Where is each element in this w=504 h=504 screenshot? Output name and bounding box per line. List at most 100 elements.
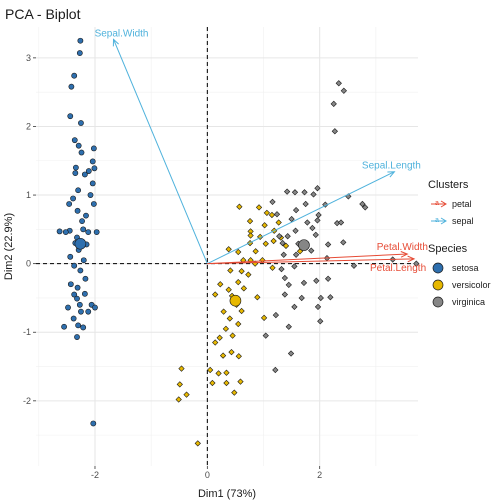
virginica-point <box>278 266 285 273</box>
legend-title: Species <box>428 243 468 255</box>
virginica-point <box>298 294 305 302</box>
setosa-point <box>92 304 98 311</box>
versicolor-point <box>220 308 227 315</box>
setosa-point <box>71 262 78 269</box>
versicolor-point <box>255 204 263 211</box>
legend-label: setosa <box>452 263 479 273</box>
setosa-point <box>71 137 78 144</box>
scatter-points <box>56 37 420 447</box>
versicolor-point <box>245 271 252 278</box>
legend-label: petal <box>452 199 472 209</box>
sepal-length-arrow <box>207 171 395 265</box>
virginica-point <box>313 277 320 284</box>
setosa-point <box>81 171 88 178</box>
versicolor-point <box>269 264 276 271</box>
versicolor-point <box>225 286 232 293</box>
versicolor-point <box>212 339 219 346</box>
virginica-point <box>304 219 311 226</box>
legend-key-letter: a <box>435 217 439 224</box>
virginica-centroid <box>298 239 310 251</box>
virginica-point <box>279 239 286 247</box>
virginica-point <box>340 239 347 246</box>
x-axis-title: Dim1 (73%) <box>198 488 256 500</box>
versicolor-point <box>194 440 201 447</box>
virginica-point <box>327 294 334 301</box>
versicolor-point <box>223 379 230 387</box>
x-tick-label: 2 <box>317 470 322 480</box>
virginica-point <box>331 128 338 135</box>
virginica-point <box>291 189 299 196</box>
versicolor-point <box>260 314 268 321</box>
virginica-point <box>269 198 276 206</box>
setosa-point <box>62 229 69 235</box>
virginica-point <box>302 200 309 208</box>
versicolor-point <box>235 353 242 360</box>
versicolor-point <box>212 291 219 298</box>
sepal-width-label: Sepal.Width <box>95 28 149 39</box>
legend-key-arrowhead <box>440 217 447 225</box>
virginica-point <box>312 231 319 238</box>
setosa-point <box>78 149 85 156</box>
setosa-point <box>71 72 78 79</box>
virginica-point <box>314 185 321 192</box>
versicolor-point <box>207 366 214 374</box>
virginica-point <box>350 262 358 269</box>
setosa-point <box>75 142 82 149</box>
virginica-point <box>291 263 298 270</box>
virginica-point <box>317 294 324 302</box>
virginica-point <box>413 260 420 267</box>
versicolor-point <box>228 349 235 356</box>
virginica-point <box>285 281 292 289</box>
setosa-point <box>90 145 97 152</box>
setosa-point <box>70 195 76 202</box>
setosa-point <box>85 229 92 235</box>
petal-width-arrowhead <box>400 251 409 258</box>
setosa-point <box>81 290 88 297</box>
legend-key-dot <box>432 296 444 308</box>
variable-arrows: Sepal.Width Sepal.Length Petal.Width Petal.… <box>95 28 428 273</box>
setosa-point <box>80 324 87 331</box>
setosa-point <box>87 192 94 198</box>
virginica-point <box>281 274 288 282</box>
versicolor-point <box>225 246 232 253</box>
versicolor-point <box>270 237 277 245</box>
versicolor-point <box>175 396 182 403</box>
versicolor-point <box>231 389 238 396</box>
legend-label: versicolor <box>452 280 491 290</box>
versicolor-point <box>209 379 216 387</box>
virginica-point <box>300 279 308 286</box>
setosa-point <box>76 301 83 308</box>
setosa-point <box>85 168 92 174</box>
setosa-point <box>78 308 84 315</box>
versicolor-point <box>226 315 233 322</box>
virginica-point <box>359 200 366 208</box>
virginica-point <box>310 191 317 198</box>
versicolor-point <box>222 325 230 332</box>
x-tick-label: -2 <box>91 470 99 480</box>
versicolor-point <box>261 222 268 229</box>
setosa-point <box>68 83 75 90</box>
virginica-point <box>301 189 308 196</box>
setosa-point <box>83 212 89 219</box>
versicolor-point <box>240 285 247 292</box>
sepal-width-arrowhead <box>112 38 119 47</box>
virginica-point <box>276 233 283 240</box>
setosa-point <box>72 170 79 177</box>
versicolor-point <box>238 268 245 275</box>
chart-title: PCA - Biplot <box>5 6 81 22</box>
setosa-point <box>67 113 74 120</box>
versicolor-point <box>227 267 234 274</box>
versicolor-point <box>178 365 185 372</box>
virginica-point <box>309 224 316 232</box>
versicolor-point <box>252 248 259 255</box>
y-tick-label: -2 <box>23 396 31 406</box>
setosa-point <box>82 275 89 282</box>
setosa-point <box>65 304 71 311</box>
virginica-point <box>281 291 288 298</box>
x-tick-label: 0 <box>205 470 210 480</box>
virginica-point <box>335 80 342 87</box>
setosa-point <box>74 295 80 302</box>
virginica-point <box>362 204 369 211</box>
setosa-point <box>89 180 96 187</box>
versicolor-point <box>223 369 230 376</box>
